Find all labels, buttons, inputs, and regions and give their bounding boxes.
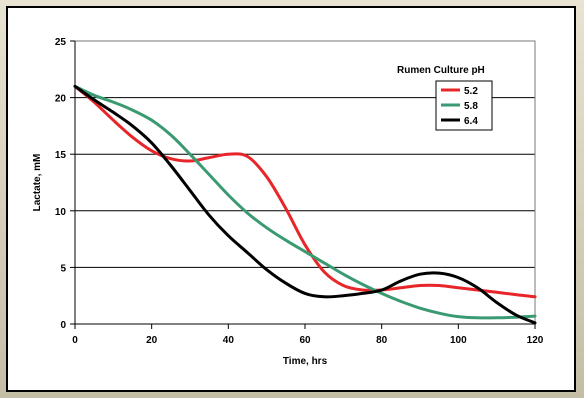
y-tick-label: 25 [55, 37, 67, 48]
x-tick-label: 80 [376, 335, 388, 346]
x-tick-label: 20 [146, 335, 158, 346]
x-tick-label: 60 [299, 335, 311, 346]
legend-label-ph-5.8: 5.8 [464, 101, 478, 112]
y-axis-title: Lactate, mM [32, 154, 43, 212]
x-axis-title: Time, hrs [283, 356, 328, 367]
y-tick-label: 15 [55, 150, 67, 161]
y-tick-labels: 0 5 10 15 20 25 [55, 37, 67, 331]
y-tick-label: 20 [55, 94, 67, 105]
y-tick-label: 0 [60, 320, 66, 331]
x-tick-label: 0 [72, 335, 78, 346]
legend-title: Rumen Culture pH [397, 65, 485, 76]
legend-label-ph-6.4: 6.4 [464, 116, 478, 127]
x-tick-label: 120 [527, 335, 544, 346]
y-tick-label: 5 [60, 263, 66, 274]
legend-label-ph-5.2: 5.2 [464, 86, 478, 97]
x-tick-label: 40 [223, 335, 235, 346]
x-tick-label: 100 [450, 335, 467, 346]
y-tick-label: 10 [55, 207, 67, 218]
x-tick-labels: 0 20 40 60 80 100 120 [72, 335, 544, 346]
